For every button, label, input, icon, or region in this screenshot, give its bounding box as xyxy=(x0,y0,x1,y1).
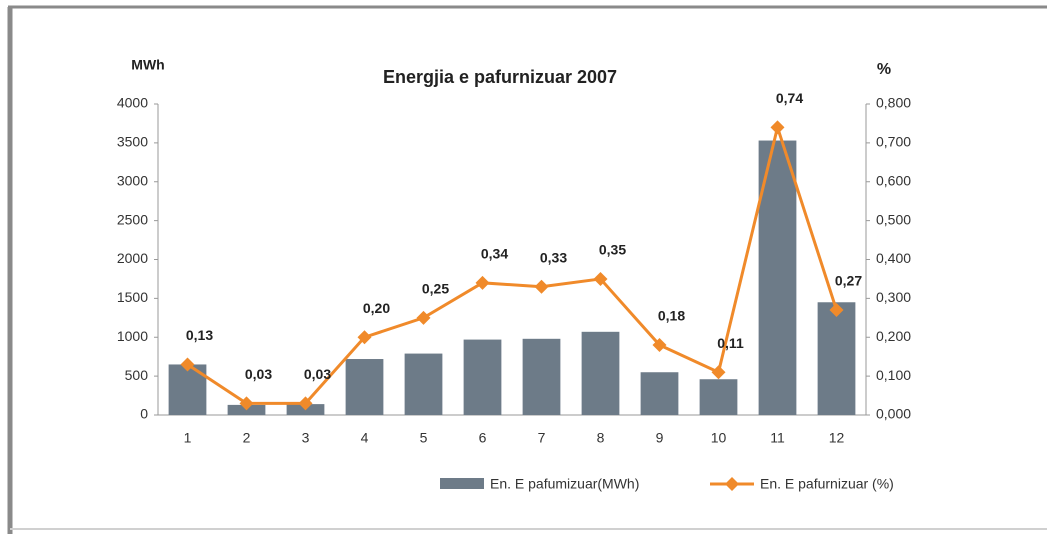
y-tick-label: 1500 xyxy=(117,289,148,305)
data-label: 0,34 xyxy=(481,246,508,262)
x-tick-label: 8 xyxy=(597,430,605,446)
x-tick-label: 3 xyxy=(302,430,310,446)
y-axis-label: MWh xyxy=(131,57,164,73)
x-tick-label: 5 xyxy=(420,430,428,446)
data-label: 0,18 xyxy=(658,308,685,324)
y2-tick-label: 0,600 xyxy=(876,172,911,188)
y2-tick-label: 0,800 xyxy=(876,95,911,111)
marker xyxy=(239,396,254,411)
y-tick-label: 4000 xyxy=(117,95,148,111)
data-label: 0,03 xyxy=(304,366,331,382)
y-tick-label: 2500 xyxy=(117,211,148,227)
data-label: 0,11 xyxy=(717,335,744,351)
legend-label: En. E pafurnizuar (%) xyxy=(760,476,894,492)
y2-tick-label: 0,000 xyxy=(876,406,911,422)
chart-title: Energjia e pafurnizuar 2007 xyxy=(383,67,617,87)
y-tick-label: 3500 xyxy=(117,134,148,150)
bar xyxy=(640,372,679,415)
legend-swatch xyxy=(440,478,484,489)
data-label: 0,03 xyxy=(245,366,272,382)
data-label: 0,27 xyxy=(835,273,862,289)
y2-tick-label: 0,200 xyxy=(876,328,911,344)
legend-label: En. E pafumizuar(MWh) xyxy=(490,476,639,492)
marker xyxy=(711,365,726,380)
data-label: 0,25 xyxy=(422,281,449,297)
marker xyxy=(829,303,844,318)
marker xyxy=(416,310,431,325)
y2-tick-label: 0,400 xyxy=(876,250,911,266)
marker xyxy=(593,271,608,286)
legend-marker xyxy=(725,477,739,491)
x-tick-label: 12 xyxy=(829,430,845,446)
y-tick-label: 0 xyxy=(140,406,148,422)
bar xyxy=(817,302,856,415)
x-tick-label: 10 xyxy=(711,430,727,446)
bar xyxy=(463,339,502,415)
marker xyxy=(652,338,667,353)
y-tick-label: 3000 xyxy=(117,172,148,188)
bar xyxy=(522,338,561,415)
x-tick-label: 9 xyxy=(656,430,664,446)
marker xyxy=(357,330,372,345)
marker xyxy=(534,279,549,294)
data-label: 0,74 xyxy=(776,90,803,106)
bar xyxy=(699,379,738,415)
marker xyxy=(298,396,313,411)
x-tick-label: 2 xyxy=(243,430,251,446)
line xyxy=(186,121,838,405)
y2-tick-label: 0,100 xyxy=(876,367,911,383)
marker xyxy=(770,120,785,135)
bar xyxy=(404,353,443,415)
y2-tick-label: 0,700 xyxy=(876,134,911,150)
y-tick-label: 1000 xyxy=(117,328,148,344)
bar xyxy=(581,331,620,415)
y2-tick-label: 0,300 xyxy=(876,289,911,305)
y-tick-label: 500 xyxy=(125,367,149,383)
data-label: 0,33 xyxy=(540,249,567,265)
marker xyxy=(475,275,490,290)
x-tick-label: 7 xyxy=(538,430,546,446)
x-tick-label: 6 xyxy=(479,430,487,446)
y-tick-label: 2000 xyxy=(117,250,148,266)
x-tick-label: 11 xyxy=(770,430,785,446)
x-tick-label: 4 xyxy=(361,430,369,446)
x-tick-label: 1 xyxy=(184,430,192,446)
data-label: 0,20 xyxy=(363,300,390,316)
y2-axis-label: % xyxy=(877,61,891,78)
bar xyxy=(345,359,384,415)
marker xyxy=(180,357,195,372)
data-label: 0,13 xyxy=(186,327,213,343)
data-label: 0,35 xyxy=(599,242,626,258)
bar xyxy=(758,140,797,416)
y2-tick-label: 0,500 xyxy=(876,211,911,227)
